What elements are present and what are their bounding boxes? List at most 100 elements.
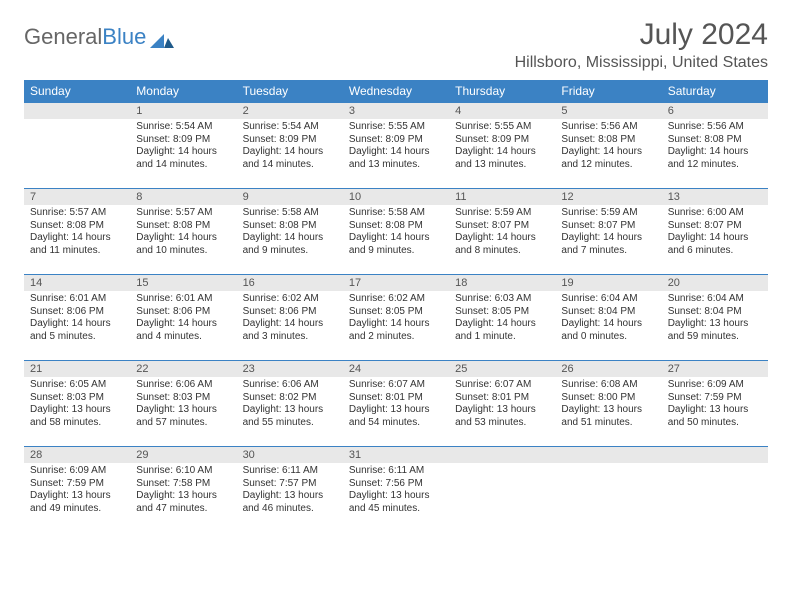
day-body: Sunrise: 5:55 AM Sunset: 8:09 PMDaylight:…	[343, 119, 449, 175]
sunset-line: Sunset: 8:09 PM	[349, 134, 423, 145]
sunrise-line: Sunrise: 5:56 AM	[561, 121, 637, 132]
calendar-day: 27Sunrise: 6:09 AMSunset: 7:59 PMDayligh…	[662, 360, 768, 446]
sunrise-line: Sunrise: 5:55 AM	[455, 121, 531, 132]
sunrise-line: Sunrise: 5:57 AM	[136, 207, 212, 218]
sunrise-line: Sunrise: 5:58 AM	[349, 207, 425, 218]
sunset-line: Sunset: 8:07 PM	[561, 220, 635, 231]
daylight-line: Daylight: 13 hours and 57 minutes.	[136, 404, 217, 428]
day-body: Sunrise: 5:59 AMSunset: 8:07 PMDaylight:…	[555, 205, 661, 261]
sunrise-line: Sunrise: 6:06 AM	[243, 379, 319, 390]
calendar-day: 20Sunrise: 6:04 AMSunset: 8:04 PMDayligh…	[662, 274, 768, 360]
weekday-header: Thursday	[449, 80, 555, 102]
calendar-head: SundayMondayTuesdayWednesdayThursdayFrid…	[24, 80, 768, 102]
brand-part2: Blue	[102, 24, 146, 50]
day-body: Sunrise: 6:09 AMSunset: 7:59 PMDaylight:…	[662, 377, 768, 433]
weekday-header: Tuesday	[237, 80, 343, 102]
weekday-header: Saturday	[662, 80, 768, 102]
calendar-day: 1 Sunrise: 5:54 AM Sunset: 8:09 PMDaylight…	[130, 102, 236, 188]
sunrise-line: Sunrise: 5:55 AM	[349, 121, 425, 132]
day-body: Sunrise: 5:57 AMSunset: 8:08 PMDaylight:…	[130, 205, 236, 261]
calendar-empty	[662, 446, 768, 532]
calendar-day: 24Sunrise: 6:07 AMSunset: 8:01 PMDayligh…	[343, 360, 449, 446]
calendar-day: 3 Sunrise: 5:55 AM Sunset: 8:09 PMDaylight…	[343, 102, 449, 188]
day-number: 12	[555, 188, 661, 205]
sunrise-line: Sunrise: 5:54 AM	[243, 121, 319, 132]
day-number	[24, 102, 130, 119]
day-number: 21	[24, 360, 130, 377]
title-block: July 2024 Hillsboro, Mississippi, United…	[515, 18, 768, 72]
day-number: 15	[130, 274, 236, 291]
sunset-line: Sunset: 8:01 PM	[349, 392, 423, 403]
day-number: 8	[130, 188, 236, 205]
day-body: Sunrise: 6:10 AMSunset: 7:58 PMDaylight:…	[130, 463, 236, 519]
calendar-day: 9Sunrise: 5:58 AMSunset: 8:08 PMDaylight…	[237, 188, 343, 274]
day-number: 25	[449, 360, 555, 377]
sunset-line: Sunset: 7:59 PM	[30, 478, 104, 489]
sunrise-line: Sunrise: 6:04 AM	[561, 293, 637, 304]
day-number: 11	[449, 188, 555, 205]
daylight-line: Daylight: 13 hours and 58 minutes.	[30, 404, 111, 428]
sunrise-line: Sunrise: 6:01 AM	[136, 293, 212, 304]
day-number: 3	[343, 102, 449, 119]
day-number: 1	[130, 102, 236, 119]
calendar-day: 6Sunrise: 5:56 AMSunset: 8:08 PMDaylight…	[662, 102, 768, 188]
sunset-line: Sunset: 7:57 PM	[243, 478, 317, 489]
daylight-line: Daylight: 14 hours and 13 minutes.	[349, 146, 430, 170]
sunset-line: Sunset: 8:03 PM	[30, 392, 104, 403]
sunrise-line: Sunrise: 6:09 AM	[30, 465, 106, 476]
daylight-line: Daylight: 14 hours and 14 minutes.	[136, 146, 217, 170]
daylight-line: Daylight: 13 hours and 54 minutes.	[349, 404, 430, 428]
day-body: Sunrise: 6:08 AMSunset: 8:00 PMDaylight:…	[555, 377, 661, 433]
daylight-line: Daylight: 13 hours and 45 minutes.	[349, 490, 430, 514]
day-number: 31	[343, 446, 449, 463]
sunrise-line: Sunrise: 6:05 AM	[30, 379, 106, 390]
daylight-line: Daylight: 14 hours and 5 minutes.	[30, 318, 111, 342]
daylight-line: Daylight: 13 hours and 49 minutes.	[30, 490, 111, 514]
day-body: Sunrise: 5:54 AM Sunset: 8:09 PMDaylight:…	[130, 119, 236, 175]
day-body: Sunrise: 6:03 AMSunset: 8:05 PMDaylight:…	[449, 291, 555, 347]
day-number: 30	[237, 446, 343, 463]
daylight-line: Daylight: 14 hours and 13 minutes.	[455, 146, 536, 170]
day-body	[24, 119, 130, 179]
sunset-line: Sunset: 8:08 PM	[561, 134, 635, 145]
calendar-day: 12Sunrise: 5:59 AMSunset: 8:07 PMDayligh…	[555, 188, 661, 274]
calendar-day: 19Sunrise: 6:04 AMSunset: 8:04 PMDayligh…	[555, 274, 661, 360]
sunset-line: Sunset: 8:09 PM	[455, 134, 529, 145]
day-number: 20	[662, 274, 768, 291]
sunset-line: Sunset: 7:58 PM	[136, 478, 210, 489]
day-number: 6	[662, 102, 768, 119]
sunrise-line: Sunrise: 5:59 AM	[561, 207, 637, 218]
daylight-line: Daylight: 14 hours and 9 minutes.	[243, 232, 324, 256]
sunset-line: Sunset: 8:09 PM	[136, 134, 210, 145]
weekday-header: Sunday	[24, 80, 130, 102]
day-number: 23	[237, 360, 343, 377]
calendar-day: 25Sunrise: 6:07 AMSunset: 8:01 PMDayligh…	[449, 360, 555, 446]
daylight-line: Daylight: 14 hours and 6 minutes.	[668, 232, 749, 256]
daylight-line: Daylight: 14 hours and 9 minutes.	[349, 232, 430, 256]
sunrise-line: Sunrise: 6:06 AM	[136, 379, 212, 390]
calendar-day: 5Sunrise: 5:56 AMSunset: 8:08 PMDaylight…	[555, 102, 661, 188]
calendar-day: 26Sunrise: 6:08 AMSunset: 8:00 PMDayligh…	[555, 360, 661, 446]
day-body: Sunrise: 6:01 AMSunset: 8:06 PMDaylight:…	[24, 291, 130, 347]
sunset-line: Sunset: 8:05 PM	[455, 306, 529, 317]
sunrise-line: Sunrise: 5:54 AM	[136, 121, 212, 132]
logo-mark-icon	[150, 28, 174, 46]
sunrise-line: Sunrise: 6:11 AM	[243, 465, 318, 476]
calendar-day: 22Sunrise: 6:06 AMSunset: 8:03 PMDayligh…	[130, 360, 236, 446]
day-number: 7	[24, 188, 130, 205]
day-number: 28	[24, 446, 130, 463]
sunset-line: Sunset: 8:07 PM	[668, 220, 742, 231]
day-body: Sunrise: 5:55 AM Sunset: 8:09 PMDaylight:…	[449, 119, 555, 175]
day-body: Sunrise: 6:02 AMSunset: 8:06 PMDaylight:…	[237, 291, 343, 347]
sunset-line: Sunset: 8:07 PM	[455, 220, 529, 231]
day-body	[555, 463, 661, 523]
sunset-line: Sunset: 8:08 PM	[136, 220, 210, 231]
sunrise-line: Sunrise: 6:10 AM	[136, 465, 212, 476]
calendar-day: 8Sunrise: 5:57 AMSunset: 8:08 PMDaylight…	[130, 188, 236, 274]
sunset-line: Sunset: 8:06 PM	[30, 306, 104, 317]
day-body: Sunrise: 6:04 AMSunset: 8:04 PMDaylight:…	[662, 291, 768, 347]
sunrise-line: Sunrise: 5:58 AM	[243, 207, 319, 218]
calendar-day: 13Sunrise: 6:00 AMSunset: 8:07 PMDayligh…	[662, 188, 768, 274]
day-body: Sunrise: 5:54 AMSunset: 8:09 PMDaylight:…	[237, 119, 343, 175]
sunset-line: Sunset: 8:08 PM	[30, 220, 104, 231]
